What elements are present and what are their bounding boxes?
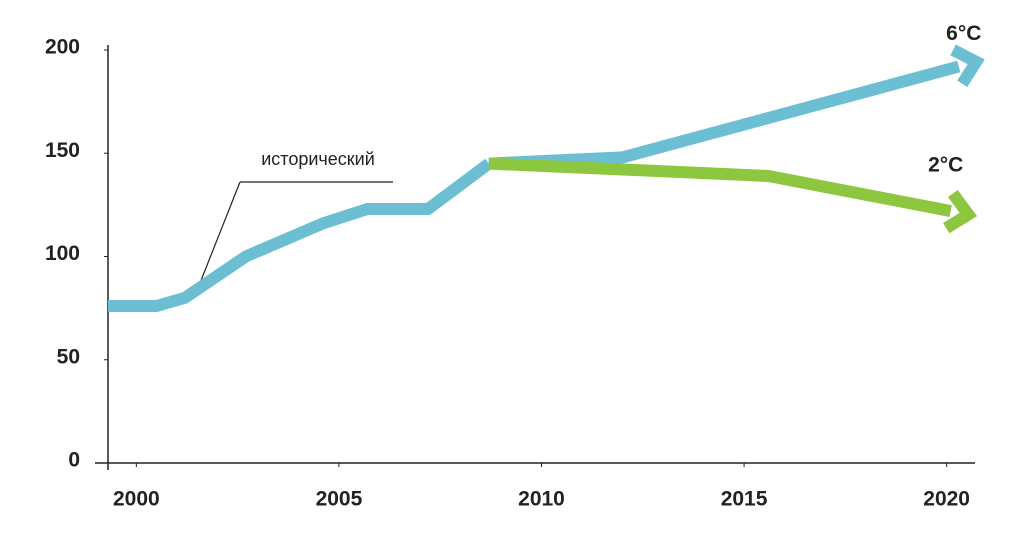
arrow-head	[943, 190, 978, 234]
annotation-leader	[199, 181, 241, 284]
x-tick-label: 2010	[518, 488, 565, 511]
series-line	[108, 158, 493, 313]
y-tick-label: 200	[45, 36, 80, 59]
series-label: 6°C	[946, 22, 981, 45]
x-tick-label: 2020	[923, 488, 970, 511]
y-tick-label: 150	[45, 139, 80, 162]
y-tick-label: 50	[57, 345, 80, 368]
annotation: исторический	[261, 149, 375, 169]
series-line	[488, 60, 961, 170]
x-tick-label: 2000	[113, 488, 160, 511]
series-label: 2°C	[928, 154, 963, 177]
y-tick-label: 100	[45, 242, 80, 265]
arrow-head	[950, 44, 985, 87]
x-tick-label: 2015	[721, 488, 768, 511]
y-tick-label: 0	[68, 449, 80, 472]
x-tick-label: 2005	[316, 488, 363, 511]
series-line	[488, 157, 952, 217]
